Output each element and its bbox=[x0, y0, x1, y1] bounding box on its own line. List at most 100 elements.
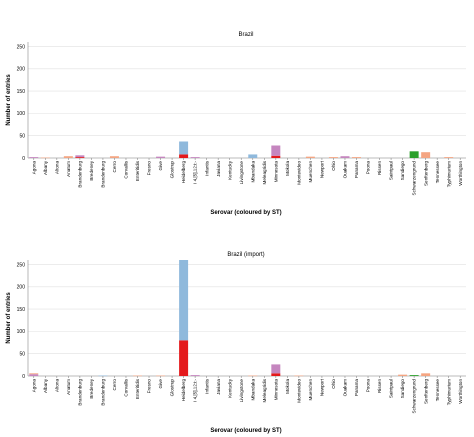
x-tick-label: Brandenburg bbox=[77, 379, 82, 406]
chart-title: Brazil (import) bbox=[227, 252, 264, 258]
y-tick-label: 250 bbox=[17, 262, 26, 268]
x-tick-label: Enteritidis bbox=[135, 160, 140, 181]
bar-segment bbox=[133, 375, 142, 377]
x-tick-label: Typhimurium bbox=[446, 379, 451, 405]
x-tick-label: Heidelberg bbox=[181, 379, 186, 402]
x-tick-label: I 4,[5],12:i:- bbox=[193, 161, 198, 184]
x-tick-label: Ohio bbox=[331, 161, 336, 171]
x-tick-label: Javiana bbox=[216, 379, 221, 395]
bar-segment bbox=[29, 157, 39, 158]
x-axis-label: Serovar (coloured by ST) bbox=[210, 428, 281, 434]
x-tick-label: Senftenberg bbox=[423, 379, 428, 404]
bar-segment bbox=[444, 157, 454, 158]
x-tick-label: Montevideo bbox=[296, 379, 301, 403]
x-tick-label: Typhimurium bbox=[446, 161, 451, 187]
x-tick-label: Kentucky bbox=[227, 160, 232, 180]
bar-segment bbox=[271, 364, 281, 374]
bar-segment bbox=[248, 375, 258, 377]
x-tick-label: Meleagridis bbox=[262, 378, 267, 402]
x-tick-label: Saintpaul bbox=[389, 379, 394, 398]
y-axis-label: Number of entries bbox=[6, 292, 12, 344]
x-tick-label: Bredeney bbox=[89, 378, 94, 398]
x-tick-label: Panama bbox=[354, 379, 359, 397]
x-tick-label: Fresno bbox=[147, 379, 152, 394]
x-tick-label: Meleagridis bbox=[262, 160, 267, 184]
bar-segment bbox=[156, 375, 166, 377]
x-tick-label: Brandenburg bbox=[77, 161, 82, 188]
x-tick-label: Livingstone bbox=[239, 161, 244, 185]
bar-segment bbox=[271, 145, 281, 156]
x-tick-label: Ouakam bbox=[343, 379, 348, 397]
x-tick-label: Tennessee bbox=[435, 379, 440, 402]
y-tick-label: 150 bbox=[17, 307, 26, 313]
bar-segment bbox=[75, 155, 85, 158]
x-tick-label: Anatum bbox=[66, 379, 71, 395]
x-tick-label: Worthington bbox=[458, 379, 463, 404]
x-tick-label: Sandiego bbox=[400, 379, 405, 399]
bar-segment bbox=[29, 373, 39, 375]
x-tick-label: Mbandaka bbox=[250, 379, 255, 401]
x-tick-label: Glostrup bbox=[170, 161, 175, 179]
bar-segment bbox=[305, 156, 315, 158]
x-tick-label: Altona bbox=[54, 161, 59, 174]
x-tick-label: Heidelberg bbox=[181, 161, 186, 184]
x-tick-label: Minnesota bbox=[273, 161, 278, 183]
bar-segment bbox=[409, 375, 419, 376]
x-tick-label: Infantis bbox=[204, 378, 209, 394]
x-tick-label: Senftenberg bbox=[423, 161, 428, 186]
x-tick-label: Sandiego bbox=[400, 161, 405, 181]
y-tick-label: 200 bbox=[17, 285, 26, 291]
y-tick-label: 100 bbox=[17, 111, 26, 117]
y-tick-label: 200 bbox=[17, 67, 26, 73]
y-tick-label: 0 bbox=[22, 374, 25, 380]
x-tick-label: Glostrup bbox=[170, 379, 175, 397]
y-tick-label: 50 bbox=[19, 351, 25, 357]
bar-segment bbox=[190, 157, 200, 158]
bar-segment bbox=[40, 157, 50, 159]
x-tick-label: Muenchen bbox=[308, 161, 313, 183]
x-tick-label: Rissen bbox=[377, 379, 382, 393]
bar-segment bbox=[29, 374, 39, 376]
x-tick-label: Cerro bbox=[112, 161, 117, 173]
x-tick-label: Javiana bbox=[216, 161, 221, 177]
x-tick-label: Worthington bbox=[458, 161, 463, 186]
bar-segment bbox=[179, 340, 189, 376]
x-tick-label: Albany bbox=[43, 378, 48, 393]
y-tick-label: 250 bbox=[17, 44, 26, 50]
y-axis-label: Number of entries bbox=[6, 74, 12, 126]
bar-segment bbox=[398, 374, 408, 376]
bar-segment bbox=[179, 154, 189, 158]
x-tick-label: Rissen bbox=[377, 161, 382, 175]
x-axis-label: Serovar (coloured by ST) bbox=[210, 210, 281, 216]
x-tick-label: Give bbox=[158, 379, 163, 389]
x-tick-label: Cerro bbox=[112, 379, 117, 391]
bar-segment bbox=[109, 156, 119, 158]
x-tick-label: Brandenburg bbox=[101, 161, 106, 188]
x-tick-label: Corvallis bbox=[124, 160, 129, 178]
bar-segment bbox=[271, 155, 281, 158]
bar-segment bbox=[75, 157, 85, 158]
chart-panel-brazil: Brazil Number of entries Serovar (colour… bbox=[6, 32, 466, 216]
x-tick-label: Brandenburg bbox=[101, 379, 106, 406]
y-tick-label: 100 bbox=[17, 329, 26, 335]
y-tick-label: 50 bbox=[19, 133, 25, 139]
x-tick-label: Agona bbox=[31, 379, 36, 393]
bar-segment bbox=[179, 260, 189, 341]
y-tick-label: 0 bbox=[22, 156, 25, 162]
bar-segment bbox=[98, 375, 108, 377]
bar-segment bbox=[352, 157, 361, 158]
bar-segment bbox=[421, 373, 431, 376]
x-tick-label: Mbandaka bbox=[250, 161, 255, 183]
bar-segment bbox=[271, 373, 281, 376]
x-tick-label: Mokola bbox=[285, 379, 290, 394]
x-tick-label: Ohio bbox=[331, 379, 336, 389]
x-tick-label: Poona bbox=[366, 379, 371, 393]
bar-segment bbox=[328, 157, 338, 158]
x-tick-label: Livingstone bbox=[239, 379, 244, 403]
x-tick-label: Tennessee bbox=[435, 161, 440, 184]
bar-segment bbox=[63, 156, 73, 158]
bar-segment bbox=[248, 154, 258, 158]
x-tick-label: Enteritidis bbox=[135, 378, 140, 399]
bar-segment bbox=[156, 156, 166, 158]
